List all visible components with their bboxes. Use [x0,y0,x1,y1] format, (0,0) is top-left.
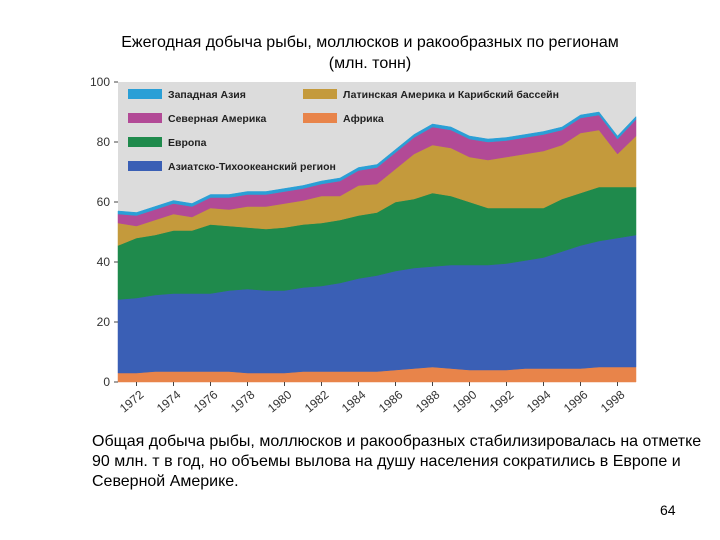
x-tick-label-1988: 1988 [413,387,443,415]
y-tick-label-20: 20 [97,315,111,329]
legend-swatch-2a9fd6 [128,89,162,99]
x-tick-label-1990: 1990 [450,387,480,415]
y-tick-label-80: 80 [97,135,111,149]
legend-swatch-e8844a [303,113,337,123]
x-tick-label-1982: 1982 [302,387,332,415]
y-tick-label-100: 100 [90,75,110,89]
legend-label-5: Азиатско-Тихоокеанский регион [168,161,336,173]
x-tick-label-1992: 1992 [487,387,517,415]
legend-swatch-1f8a4c [128,137,162,147]
x-tick-label-1978: 1978 [228,387,258,415]
area-series-2a9fd6 [117,111,637,216]
legend-label-2: Северная Америка [168,113,267,125]
x-tick-label-1972: 1972 [117,387,147,415]
y-tick-label-0: 0 [103,375,110,389]
legend-label-1: Латинская Америка и Карибский бассейн [343,89,559,101]
legend-label-3: Африка [343,113,384,125]
x-tick-label-1984: 1984 [339,387,369,415]
y-tick-label-60: 60 [97,195,111,209]
x-tick-label-1976: 1976 [191,387,221,415]
x-tick-label-1974: 1974 [154,387,184,415]
stacked-area-chart: 0 20 40 60 80 100 1972 1974 1976 1978 1980 1982 1984… [80,74,640,422]
chart-svg: 0 20 40 60 80 100 1972 1974 1976 1978 1980 1982 1984… [90,75,637,415]
y-tick-label-40: 40 [97,255,111,269]
x-tick-label-1986: 1986 [376,387,406,415]
x-tick-label-1994: 1994 [524,387,554,415]
slide-title: Ежегодная добыча рыбы, моллюсков и ракоо… [121,34,619,72]
legend-swatch-3a5fb5 [128,161,162,171]
x-tick-label-1996: 1996 [561,387,591,415]
x-tick-label-1998: 1998 [598,387,628,415]
legend-label-4: Европа [168,137,207,149]
x-tick-label-1980: 1980 [265,387,295,415]
page-number: 64 [660,502,676,518]
legend-label-0: Западная Азия [168,89,246,101]
legend-swatch-c49a3c [303,89,337,99]
legend-swatch-b24a96 [128,113,162,123]
slide-caption: Общая добыча рыбы, моллюсков и ракообраз… [92,433,702,490]
